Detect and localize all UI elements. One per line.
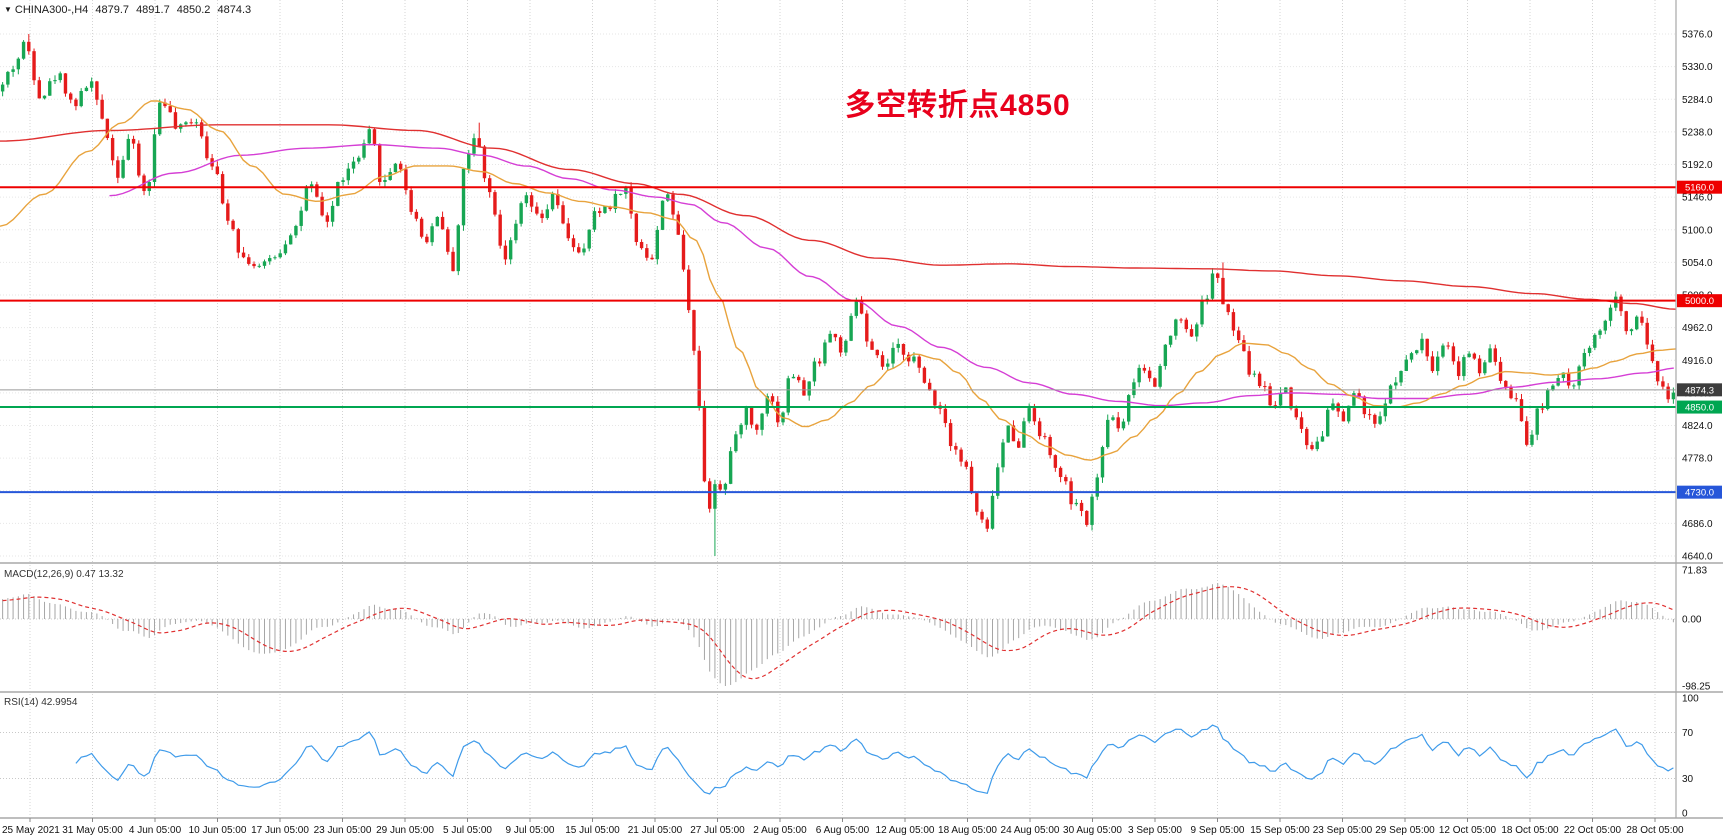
price-tick-label: 5100.0 <box>1682 225 1713 236</box>
time-tick-label: 24 Aug 05:00 <box>1001 825 1060 836</box>
price-tick-label: 5238.0 <box>1682 127 1713 138</box>
time-tick-label: 15 Jul 05:00 <box>565 825 620 836</box>
time-axis[interactable]: 25 May 2021 31 May 05:00 4 Jun 05:00 10 Jun… <box>2 818 1684 836</box>
resistance-line-5160-badge <box>1677 180 1722 194</box>
time-tick-label: 12 Aug 05:00 <box>876 825 935 836</box>
slow-ma-line <box>0 124 1677 310</box>
panel-borders <box>0 0 1723 819</box>
macd-scale-label: 71.83 <box>1682 566 1707 577</box>
bar-close-value: 4874.3 <box>217 4 252 16</box>
rsi-line <box>75 724 1674 795</box>
price-badges: 5160.0 5000.0 4850.0 4730.0 4874.3 <box>1677 180 1722 499</box>
time-tick-label: 23 Jun 05:00 <box>314 825 372 836</box>
time-tick-label: 3 Sep 05:00 <box>1128 825 1182 836</box>
current-price-badge-text: 4874.3 <box>1685 385 1714 396</box>
support-line-4730-badge-text: 4730.0 <box>1685 488 1714 499</box>
price-tick-label: 4686.0 <box>1682 519 1713 530</box>
chart-text-annotation[interactable]: 多空转折点4850 <box>845 89 1071 122</box>
time-tick-label: 21 Jul 05:00 <box>628 825 683 836</box>
time-tick-label: 23 Sep 05:00 <box>1313 825 1373 836</box>
time-tick-label: 18 Oct 05:00 <box>1501 825 1559 836</box>
expand-symbol-icon[interactable]: ▼ <box>4 5 12 14</box>
price-tick-label: 4778.0 <box>1682 454 1713 465</box>
rsi-scale-label: 100 <box>1682 694 1699 705</box>
rsi-scale-label: 0 <box>1682 809 1688 820</box>
resistance-line-5000-badge <box>1677 294 1722 308</box>
time-tick-label: 12 Oct 05:00 <box>1439 825 1497 836</box>
grid-lines <box>0 0 1676 817</box>
time-tick-label: 25 May 2021 <box>2 825 60 836</box>
price-tick-label: 4916.0 <box>1682 356 1713 367</box>
time-tick-label: 29 Sep 05:00 <box>1375 825 1435 836</box>
price-tick-label: 5054.0 <box>1682 258 1713 269</box>
mid-ma-line <box>109 143 1674 407</box>
pivot-line-4850-badge-text: 4850.0 <box>1685 403 1714 414</box>
candlesticks <box>0 34 1676 556</box>
time-tick-label: 10 Jun 05:00 <box>189 825 247 836</box>
time-tick-label: 18 Aug 05:00 <box>938 825 997 836</box>
price-tick-label: 5146.0 <box>1682 193 1713 204</box>
time-tick-label: 4 Jun 05:00 <box>129 825 182 836</box>
price-tick-label: 5192.0 <box>1682 160 1713 171</box>
time-tick-label: 27 Jul 05:00 <box>690 825 745 836</box>
symbol-info-bar: ▼ CHINA300-,H4 4879.7 4891.7 4850.2 4874.… <box>4 4 255 16</box>
symbol-name: CHINA300-,H4 <box>14 4 89 16</box>
time-tick-label: 6 Aug 05:00 <box>816 825 870 836</box>
macd-scale-label: 0.00 <box>1682 614 1702 625</box>
time-tick-label: 2 Aug 05:00 <box>753 825 807 836</box>
bar-low-value: 4850.2 <box>176 4 211 16</box>
horizontal-level-lines[interactable] <box>0 186 1676 494</box>
bar-high-value: 4891.7 <box>136 4 170 16</box>
time-tick-label: 31 May 05:00 <box>62 825 123 836</box>
price-tick-label: 5284.0 <box>1682 95 1713 106</box>
price-tick-label: 4640.0 <box>1682 552 1713 563</box>
time-tick-label: 29 Jun 05:00 <box>376 825 434 836</box>
time-tick-label: 9 Sep 05:00 <box>1191 825 1245 836</box>
time-tick-label: 30 Aug 05:00 <box>1063 825 1122 836</box>
support-line-4730-badge <box>1677 485 1722 499</box>
macd-scale-label: -98.25 <box>1682 682 1711 693</box>
time-tick-label: 17 Jun 05:00 <box>251 825 309 836</box>
price-tick-label: 5376.0 <box>1682 30 1713 41</box>
rsi-scale-label: 70 <box>1682 728 1694 739</box>
macd-histogram <box>2 583 1674 686</box>
rsi-scale-label: 30 <box>1682 774 1694 785</box>
time-tick-label: 22 Oct 05:00 <box>1564 825 1622 836</box>
time-tick-label: 28 Oct 05:00 <box>1626 825 1684 836</box>
current-price-badge <box>1677 383 1722 397</box>
price-tick-label: 4824.0 <box>1682 421 1713 432</box>
macd-signal-line <box>2 585 1674 680</box>
time-tick-label: 9 Jul 05:00 <box>506 825 555 836</box>
time-tick-label: 5 Jul 05:00 <box>443 825 492 836</box>
resistance-line-5000-badge-text: 5000.0 <box>1685 296 1714 307</box>
time-tick-label: 15 Sep 05:00 <box>1250 825 1310 836</box>
bar-open-value: 4879.7 <box>95 4 129 16</box>
resistance-line-5160-badge-text: 5160.0 <box>1685 183 1714 194</box>
price-tick-label: 4962.0 <box>1682 323 1713 334</box>
price-tick-label: 5330.0 <box>1682 62 1713 73</box>
pivot-line-4850-badge <box>1677 400 1722 414</box>
